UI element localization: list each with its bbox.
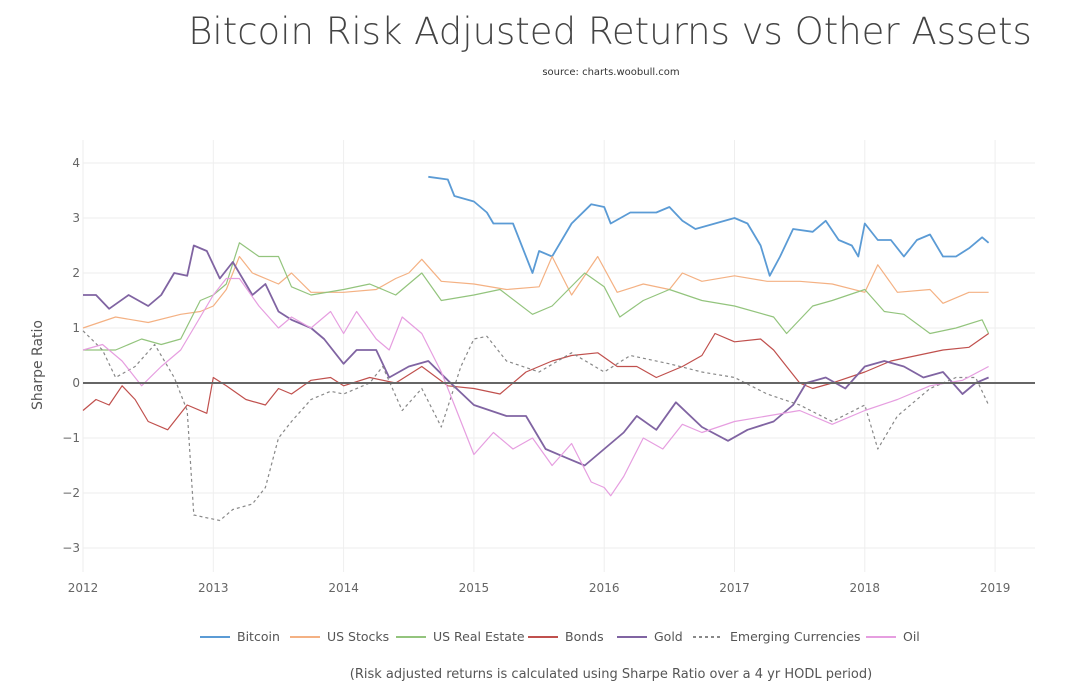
series-line-oil <box>82 277 989 497</box>
series-line-bonds <box>82 332 989 431</box>
series-line-bitcoin <box>428 175 990 277</box>
x-tick-label: 2012 <box>68 581 99 595</box>
legend-label: Oil <box>903 629 920 644</box>
x-tick-label: 2018 <box>850 581 881 595</box>
legend-label: Bonds <box>565 629 604 644</box>
legend-label: Emerging Currencies <box>730 629 861 644</box>
y-tick-label: 3 <box>72 211 80 225</box>
chart-title: Bitcoin Risk Adjusted Returns vs Other A… <box>188 10 1032 53</box>
x-tick-label: 2016 <box>589 581 620 595</box>
series-line-us-stocks <box>82 255 989 329</box>
y-tick-label: 2 <box>72 266 80 280</box>
x-tick-label: 2015 <box>459 581 490 595</box>
y-tick-label: 4 <box>72 156 80 170</box>
legend-label: Gold <box>654 629 683 644</box>
y-axis-label: Sharpe Ratio <box>30 320 46 410</box>
series-line-emerging-currencies <box>82 330 990 522</box>
footnote: (Risk adjusted returns is calculated usi… <box>349 667 873 682</box>
x-tick-label: 2019 <box>980 581 1011 595</box>
y-tick-label: 0 <box>72 376 80 390</box>
series-line-us-real-estate <box>83 242 990 351</box>
y-tick-label: −1 <box>62 431 80 445</box>
y-tick-label: 1 <box>72 321 80 335</box>
x-tick-label: 2013 <box>198 581 229 595</box>
series-line-gold <box>83 244 989 467</box>
legend-label: Bitcoin <box>237 629 280 644</box>
x-tick-label: 2017 <box>719 581 750 595</box>
y-tick-label: −2 <box>62 486 80 500</box>
chart-subtitle: source: charts.woobull.com <box>542 67 680 78</box>
legend-label: US Real Estate <box>433 629 525 644</box>
y-tick-label: −3 <box>62 541 80 555</box>
legend-label: US Stocks <box>327 629 389 644</box>
x-tick-label: 2014 <box>328 581 359 595</box>
